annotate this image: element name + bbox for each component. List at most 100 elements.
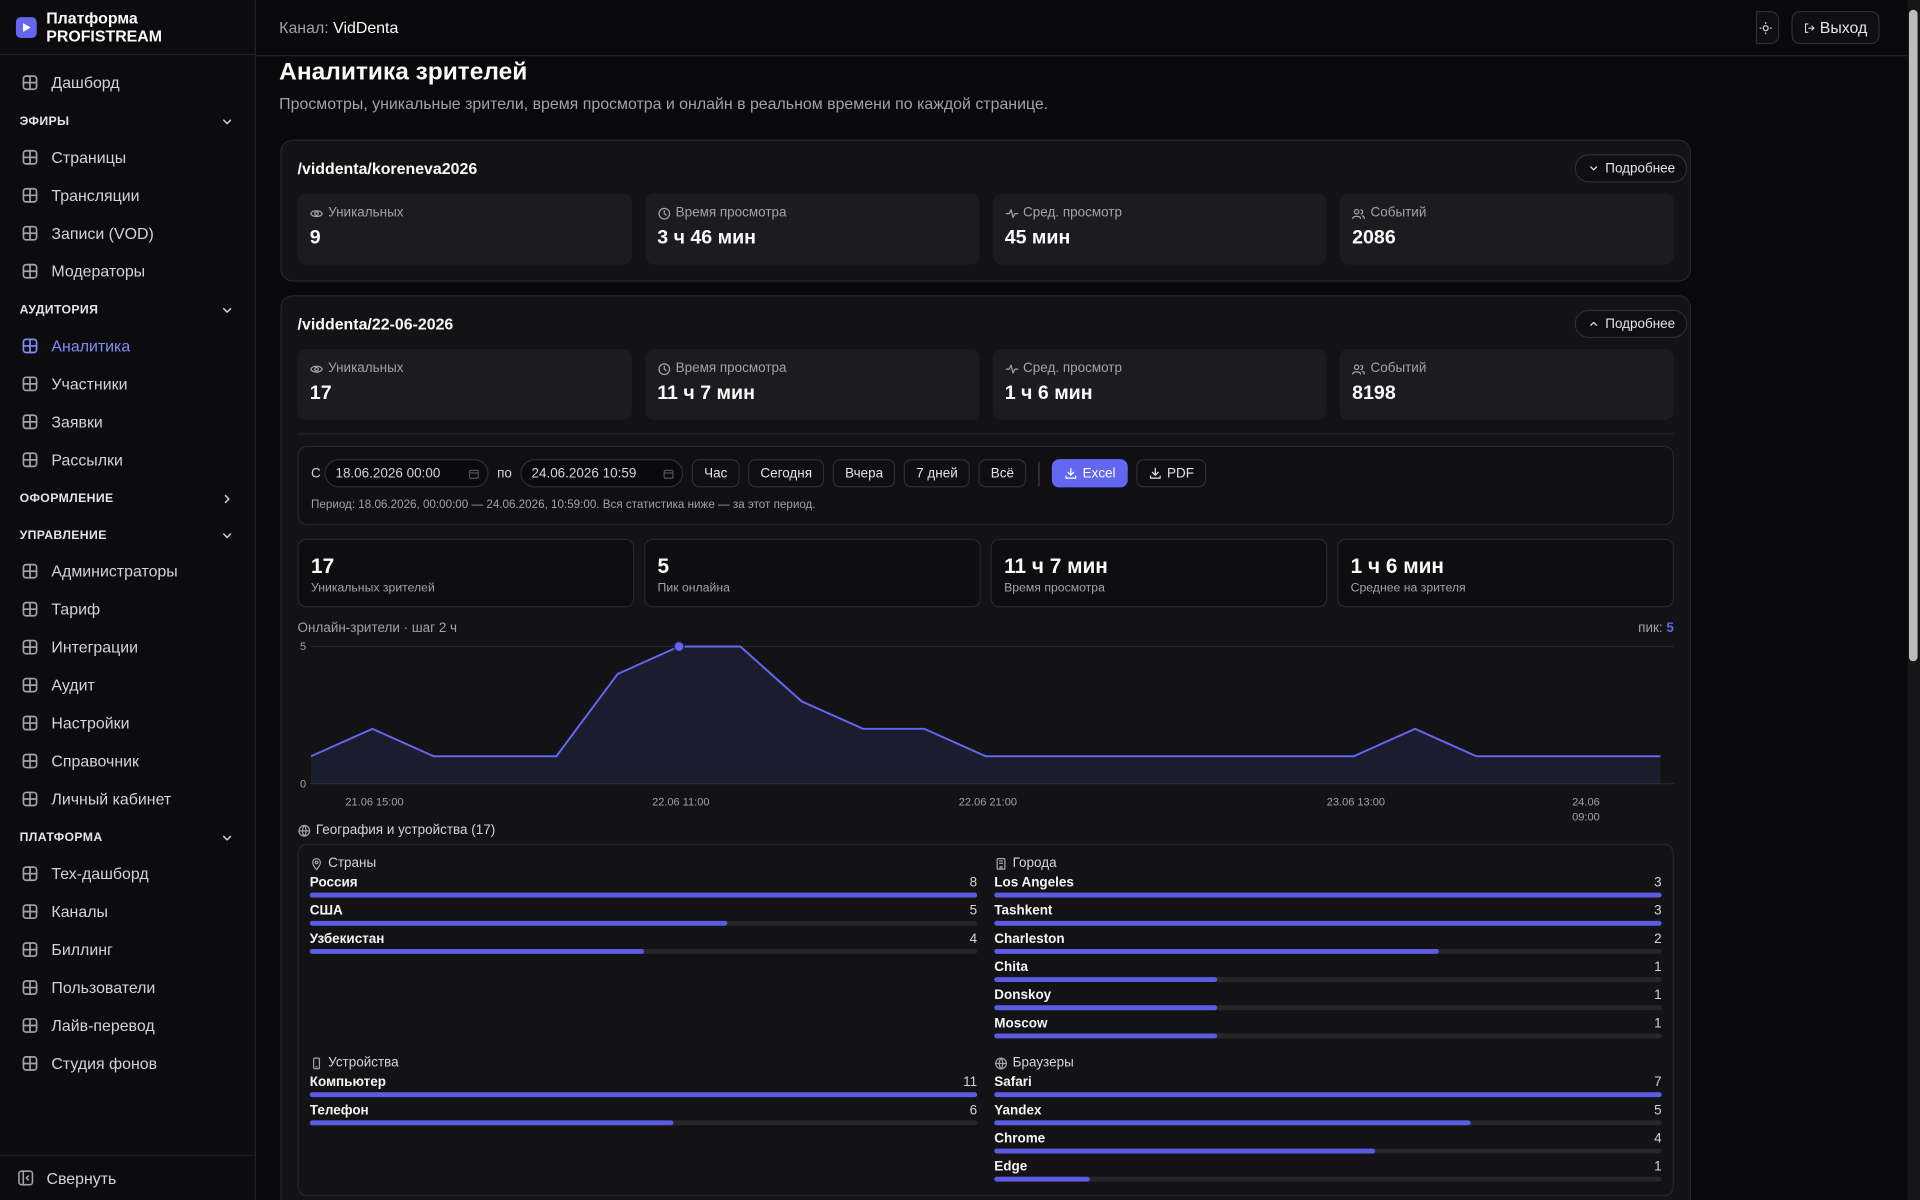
icon-shape — [22, 677, 38, 692]
item-value: 4 — [1654, 1131, 1662, 1147]
bar-track — [309, 948, 978, 954]
nav-item[interactable]: Личный кабинет — [0, 779, 255, 817]
icon-shape — [1354, 208, 1360, 214]
bar-track — [994, 920, 1662, 926]
date-input[interactable]: 24.06.2026 10:59 — [520, 459, 684, 488]
icon-shape — [658, 207, 670, 219]
collapse-button[interactable]: Свернуть — [0, 1154, 255, 1200]
nav-item[interactable]: Модераторы — [0, 252, 255, 290]
nav-label: Рассылки — [51, 450, 123, 469]
bar-track — [994, 892, 1662, 898]
nav-label: Тариф — [51, 599, 101, 618]
icon-shape — [996, 857, 1006, 870]
icon — [22, 677, 38, 692]
preset-button[interactable]: Час — [691, 459, 740, 488]
item-name: Los Angeles — [994, 875, 1074, 891]
nav-item[interactable]: Трансляции — [0, 176, 255, 214]
item-value: 11 — [963, 1075, 978, 1090]
summary-tile: 11 ч 7 мин Время просмотра — [990, 538, 1328, 608]
icon — [22, 413, 38, 429]
nav-item[interactable]: Пользователи — [0, 968, 255, 1006]
nav-item[interactable]: Биллинг — [0, 930, 255, 968]
logout-button[interactable]: Выход — [1791, 11, 1880, 45]
nav-item[interactable]: Настройки — [0, 703, 255, 741]
scrollbar-thumb[interactable] — [1908, 9, 1918, 662]
icon — [663, 469, 674, 479]
nav-item[interactable]: Страницы — [0, 138, 255, 176]
date-input[interactable]: 18.06.2026 00:00 — [324, 459, 489, 488]
nav-section[interactable]: ЭФИРЫ — [0, 106, 255, 138]
icon — [312, 857, 322, 870]
icon — [22, 563, 38, 579]
icon — [1590, 166, 1598, 171]
nav-item[interactable]: Заявки — [0, 402, 255, 440]
icon-shape — [22, 74, 38, 90]
nav-item[interactable]: Интеграции — [0, 628, 255, 666]
item-name: Tashkent — [994, 903, 1053, 919]
nav-item[interactable]: Тех-дашборд — [0, 854, 255, 892]
item-name: Charleston — [994, 931, 1065, 947]
nav-item[interactable]: Справочник — [0, 741, 255, 779]
nav-label: Биллинг — [51, 939, 113, 959]
stat-tile: Событий 8198 — [1339, 348, 1674, 420]
nav-section[interactable]: ОФОРМЛЕНИЕ — [0, 483, 255, 515]
item-name: Yandex — [994, 1103, 1042, 1118]
chart: 05 — [300, 641, 1674, 790]
theme-button[interactable] — [1755, 11, 1780, 45]
item-value: 4 — [969, 931, 978, 947]
icon — [22, 639, 38, 654]
brand-name: Платформа PROFISTREAM — [46, 8, 163, 46]
bar — [994, 1120, 1471, 1126]
nav-item[interactable]: Лайв-перевод — [0, 1006, 255, 1044]
item-value: 1 — [1654, 960, 1662, 975]
nav-section[interactable]: УПРАВЛЕНИЕ — [0, 520, 255, 552]
icon-shape — [312, 857, 322, 870]
details-button[interactable]: Подробнее — [1574, 154, 1688, 183]
bar-track — [309, 892, 978, 898]
icon-shape — [22, 979, 38, 995]
stat-label: Уникальных — [310, 361, 403, 376]
icon-shape — [468, 469, 479, 479]
nav-label: Участники — [51, 374, 128, 393]
channel: Канал: VidDenta — [279, 18, 398, 36]
preset-button[interactable]: Вчера — [832, 459, 896, 488]
icon-shape — [314, 366, 319, 371]
bar-track — [994, 948, 1662, 954]
bar — [994, 977, 1217, 983]
page-title: Аналитика зрителей — [279, 58, 528, 86]
nav-item[interactable]: Студия фонов — [0, 1044, 255, 1082]
stat-label: Событий — [1352, 361, 1426, 376]
nav-item[interactable]: Администраторы — [0, 552, 255, 590]
nav-item[interactable]: Записи (VOD) — [0, 214, 255, 252]
nav-item[interactable]: Участники — [0, 364, 255, 402]
nav-section[interactable]: ПЛАТФОРМА — [0, 822, 255, 854]
nav-item[interactable]: Аналитика — [0, 326, 255, 364]
summary-label: Среднее на зрителя — [1350, 581, 1466, 596]
preset-button[interactable]: Всё — [978, 459, 1027, 488]
icon — [313, 1056, 321, 1069]
group-title: Города — [994, 856, 1057, 871]
nav-item[interactable]: Каналы — [0, 892, 255, 930]
icon-shape — [658, 362, 670, 375]
stat-tile: Время просмотра 11 ч 7 мин — [645, 348, 979, 420]
preset-button[interactable]: 7 дней — [903, 459, 970, 488]
icon-shape — [22, 1055, 38, 1071]
nav-item[interactable]: Тариф — [0, 590, 255, 628]
export-button[interactable]: PDF — [1136, 459, 1207, 488]
logo — [15, 16, 37, 38]
nav-section[interactable]: АУДИТОРИЯ — [0, 294, 255, 326]
nav-label: Администраторы — [51, 561, 178, 580]
nav-item[interactable]: Аудит — [0, 666, 255, 704]
details-button[interactable]: Подробнее — [1574, 309, 1688, 338]
summary-label: Уникальных зрителей — [311, 581, 435, 596]
item-name: Chita — [994, 960, 1028, 975]
preset-button[interactable]: Сегодня — [748, 459, 825, 488]
from-label: С — [311, 465, 321, 481]
item-name: Moscow — [994, 1016, 1048, 1032]
nav-item[interactable]: Рассылки — [0, 440, 255, 478]
summary-label: Время просмотра — [1004, 581, 1105, 596]
nav-item[interactable]: Дашборд — [0, 63, 255, 101]
icon — [22, 74, 38, 90]
icon-shape — [1065, 467, 1077, 479]
export-button[interactable]: Excel — [1051, 459, 1128, 488]
